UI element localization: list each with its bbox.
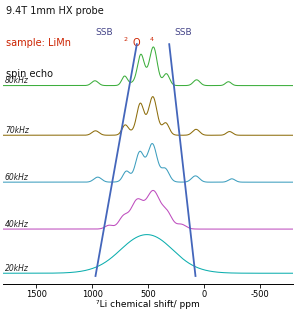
Text: 80kHz: 80kHz [5,76,29,85]
Text: 2: 2 [123,37,127,41]
Text: 20kHz: 20kHz [5,264,29,273]
Text: SSB: SSB [96,28,113,37]
Text: sample: LiMn: sample: LiMn [6,38,71,48]
Text: O: O [132,38,140,48]
X-axis label: ⁷Li chemical shift/ ppm: ⁷Li chemical shift/ ppm [96,300,200,309]
Text: 40kHz: 40kHz [5,220,29,228]
Text: 9.4T 1mm HX probe: 9.4T 1mm HX probe [6,6,103,16]
Text: spin echo: spin echo [6,69,53,79]
Text: 60kHz: 60kHz [5,173,29,182]
Text: 70kHz: 70kHz [5,126,29,135]
Text: SSB: SSB [174,28,192,37]
Text: 4: 4 [150,37,154,41]
